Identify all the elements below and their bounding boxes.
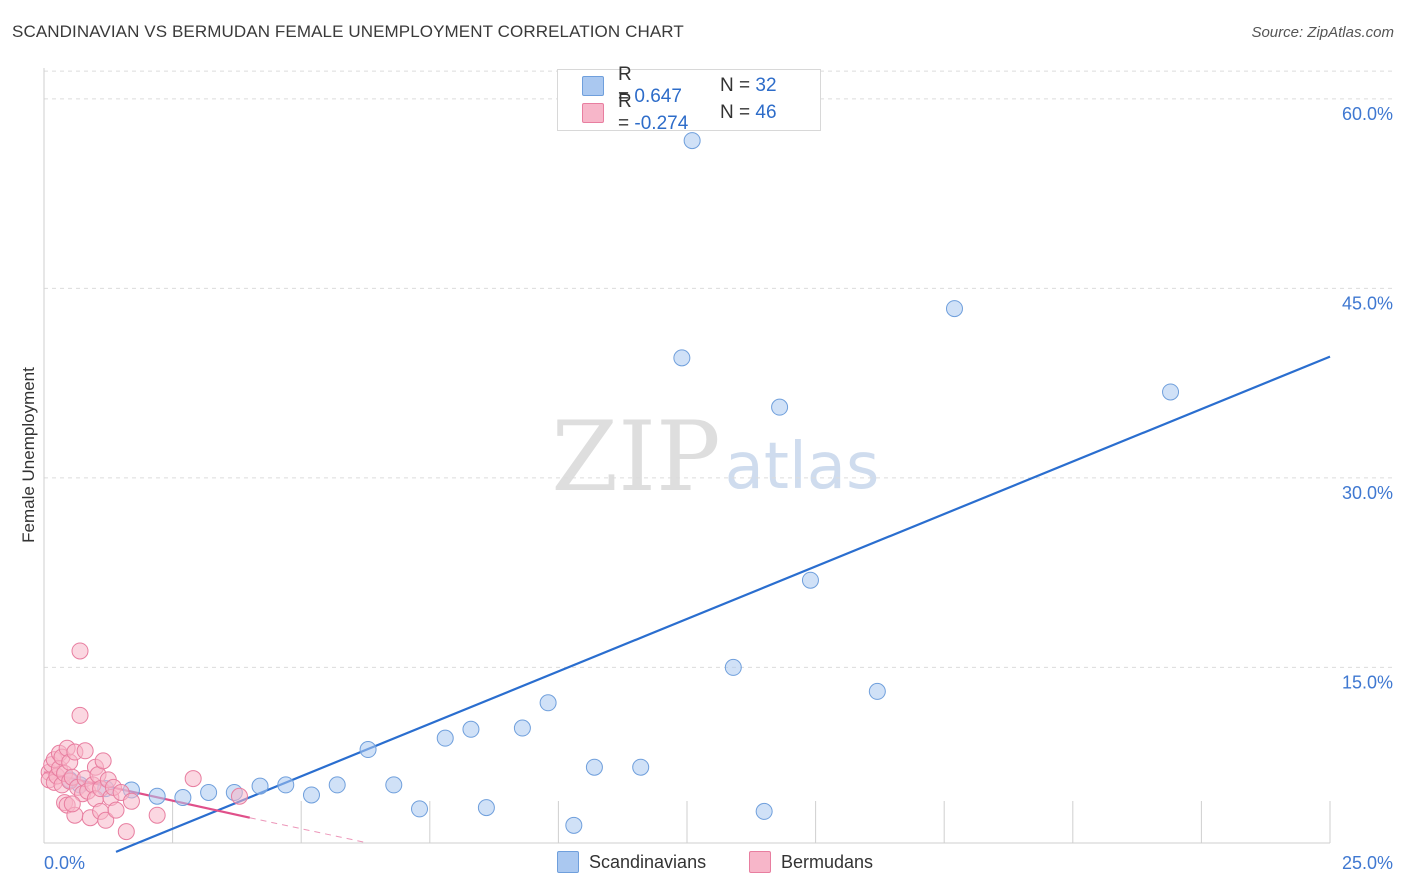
scandinavian-point [411, 800, 429, 818]
swatch-bermudans [582, 103, 604, 123]
n-value: 32 [755, 75, 777, 96]
scandinavian-point [385, 776, 403, 794]
x-tick-label: 0.0% [44, 853, 85, 873]
tick-labels: 15.0% 30.0% 45.0% 60.0% 0.0% 25.0% [44, 104, 1393, 873]
scandinavian-point [174, 789, 192, 807]
n-label: N = [720, 75, 751, 96]
scandinavian-point [683, 132, 701, 150]
legend-swatch [557, 851, 579, 873]
legend-item-scandinavians[interactable]: Scandinavians [557, 851, 706, 873]
scandinavian-point [277, 776, 295, 794]
scandinavian-point [801, 571, 819, 589]
bermudan-point [122, 792, 140, 810]
scandinavian-point [513, 719, 531, 737]
scandinavian-point [585, 758, 603, 776]
watermark: ZIP atlas [551, 401, 879, 513]
stats-row-scandinavians: R = 0.647 N = 32 [582, 64, 777, 107]
scandinavian-point [251, 777, 269, 795]
y-tick-label: 15.0% [1342, 672, 1393, 692]
bermudan-point [97, 811, 115, 829]
bermudan-point [117, 823, 135, 841]
scandinavian-point [328, 776, 346, 794]
scandinavian-point [148, 787, 166, 805]
bermudan-point [107, 801, 125, 819]
legend-item-bermudans[interactable]: Bermudans [749, 851, 873, 873]
scandinavian-point [359, 741, 377, 759]
scandinavian-point [477, 799, 495, 817]
r-value: -0.274 [634, 113, 689, 134]
bermudan-point [148, 806, 166, 824]
stats-row-bermudans: R = -0.274 N = 46 [582, 91, 777, 134]
n-value: 46 [755, 102, 777, 123]
bermudan-trendline-extension [249, 817, 369, 844]
scandinavian-point [632, 758, 650, 776]
x-tick-label: 25.0% [1342, 853, 1393, 873]
scandinavian-point [724, 658, 742, 676]
legend-swatch [749, 851, 771, 873]
bermudan-point [71, 642, 89, 660]
scandinavian-trendline [115, 355, 1331, 853]
bermudan-point [63, 795, 81, 813]
bermudan-point [76, 742, 94, 760]
r-label: R = [618, 64, 632, 107]
bermudan-point [230, 787, 248, 805]
source-credit: Source: ZipAtlas.com [1251, 24, 1394, 41]
legend-label: Bermudans [781, 851, 874, 872]
scandinavian-point [539, 694, 557, 712]
scandinavian-point [868, 682, 886, 700]
r-value: 0.647 [634, 86, 682, 107]
bermudan-point [71, 706, 89, 724]
grid-lines [44, 70, 1392, 668]
swatch-scandinavians [582, 76, 604, 96]
scandinavian-point [673, 349, 691, 367]
scandinavian-point [200, 783, 218, 801]
y-axis-label: Female Unemployment [19, 367, 38, 543]
chart-title: SCANDINAVIAN VS BERMUDAN FEMALE UNEMPLOY… [12, 22, 684, 41]
scandinavian-point [771, 398, 789, 416]
y-tick-label: 30.0% [1342, 483, 1393, 503]
scandinavian-point [1162, 383, 1180, 401]
axes [43, 68, 1331, 844]
legend-label: Scandinavians [589, 851, 707, 872]
scandinavian-point [565, 816, 583, 834]
scandinavian-point [302, 786, 320, 804]
bermudan-point [94, 752, 112, 770]
r-label: R = [618, 91, 632, 134]
scandinavian-point [755, 802, 773, 820]
bermudan-point [184, 770, 202, 788]
watermark-atlas: atlas [725, 430, 880, 504]
n-label: N = [720, 102, 751, 123]
scandinavian-point [436, 729, 454, 747]
stats-legend: R = 0.647 N = 32 R = -0.274 N = 46 [557, 64, 821, 134]
scandinavian-point [945, 300, 963, 318]
watermark-zip: ZIP [551, 401, 720, 513]
data-points [40, 132, 1180, 841]
y-tick-label: 45.0% [1342, 293, 1393, 313]
y-tick-label: 60.0% [1342, 104, 1393, 124]
scandinavian-point [462, 720, 480, 738]
